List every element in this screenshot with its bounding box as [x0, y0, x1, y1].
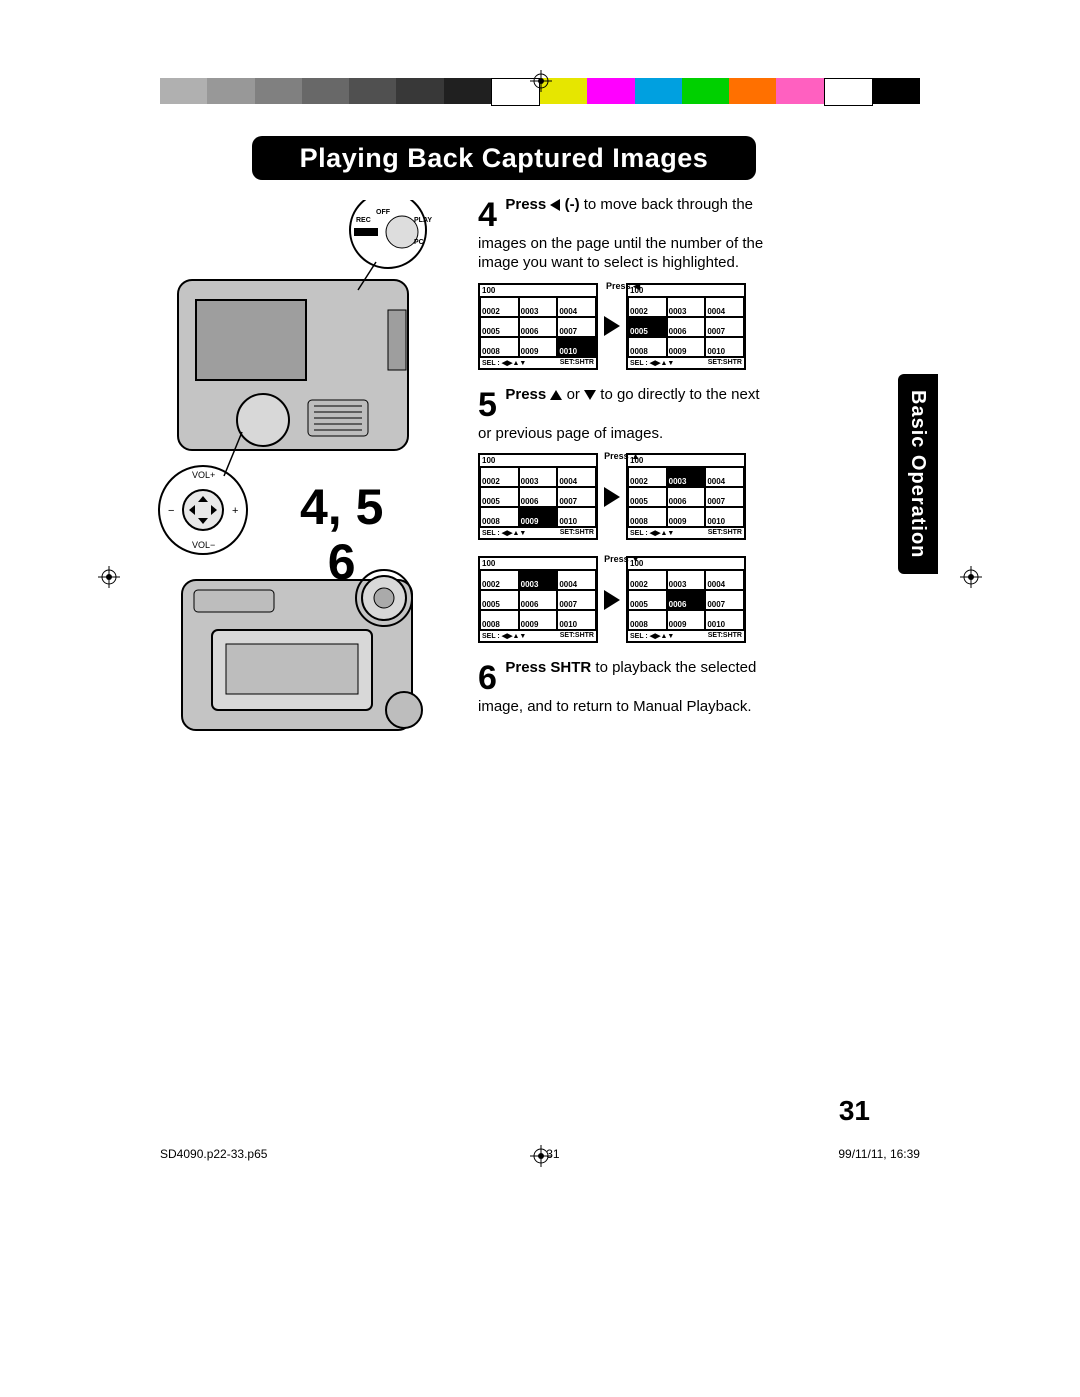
thumb-grid-5a-right: 100000200030004000500060007000800090010S…: [626, 453, 746, 540]
step-5: 5 Press or to go directly to the next or…: [478, 386, 768, 444]
vol-plus-label: VOL+: [192, 470, 215, 480]
callout-6: 6: [300, 535, 383, 590]
step-5-text: Press or to go directly to the next or p…: [478, 386, 760, 442]
dial-label-pc: PC: [414, 239, 424, 246]
registration-mark-right: [960, 566, 982, 588]
step-4-grids: 100000200030004000500060007000800090010S…: [478, 283, 768, 370]
dial-label-play: PLAY: [414, 217, 432, 224]
step-5-num: 5: [478, 386, 497, 425]
footer-file: SD4090.p22-33.p65: [160, 1147, 267, 1161]
dial-label-rec: REC: [356, 217, 371, 224]
thumb-grid-5a-left: 100000200030004000500060007000800090010S…: [478, 453, 598, 540]
page-title: Playing Back Captured Images: [252, 136, 756, 180]
thumb-grid-5b-right: 100000200030004000500060007000800090010S…: [626, 556, 746, 643]
footer-page: 31: [546, 1147, 559, 1161]
step-6-text: Press SHTR to playback the selected imag…: [478, 659, 756, 715]
minus-label: −: [168, 505, 174, 517]
instruction-column: 4 Press (-) to move back through the ima…: [478, 196, 768, 727]
arrow-right-icon: [604, 316, 620, 336]
page-number: 31: [839, 1095, 870, 1127]
section-tab: Basic Operation: [898, 374, 938, 574]
plus-label: +: [232, 505, 238, 517]
up-arrow-icon: [550, 390, 562, 400]
camera-illustration: OFF REC PLAY PC VOL+ VOL− − +: [158, 200, 438, 740]
step-6: 6 Press SHTR to playback the selected im…: [478, 659, 768, 717]
callout-45: 4, 5: [300, 480, 383, 535]
dial-label-off: OFF: [376, 209, 391, 216]
step-4-num: 4: [478, 196, 497, 235]
press-up-label: Press ▲: [604, 451, 640, 461]
step-4: 4 Press (-) to move back through the ima…: [478, 196, 768, 273]
step-4-text: Press (-) to move back through the image…: [478, 196, 763, 271]
arrow-right-icon: [604, 590, 620, 610]
vol-minus-label: VOL−: [192, 540, 215, 550]
registration-mark-top: [530, 70, 552, 92]
step-number-callout: 4, 5 6: [300, 480, 383, 590]
step-5b-grids: 100000200030004000500060007000800090010S…: [478, 556, 768, 643]
down-arrow-icon: [584, 390, 596, 400]
footer-date: 99/11/11, 16:39: [838, 1147, 920, 1161]
print-footer: SD4090.p22-33.p65 31 99/11/11, 16:39: [160, 1147, 920, 1161]
thumb-grid-4-right: 100000200030004000500060007000800090010S…: [626, 283, 746, 370]
thumb-grid-5b-left: 100000200030004000500060007000800090010S…: [478, 556, 598, 643]
step-6-num: 6: [478, 659, 497, 698]
step-5a-grids: 100000200030004000500060007000800090010S…: [478, 453, 768, 540]
registration-mark-left: [98, 566, 120, 588]
thumb-grid-4-left: 100000200030004000500060007000800090010S…: [478, 283, 598, 370]
press-down-label: Press ▼: [604, 554, 640, 564]
arrow-right-icon: [604, 487, 620, 507]
left-arrow-icon: [550, 199, 560, 211]
press-left-label: Press ◀: [606, 281, 640, 292]
